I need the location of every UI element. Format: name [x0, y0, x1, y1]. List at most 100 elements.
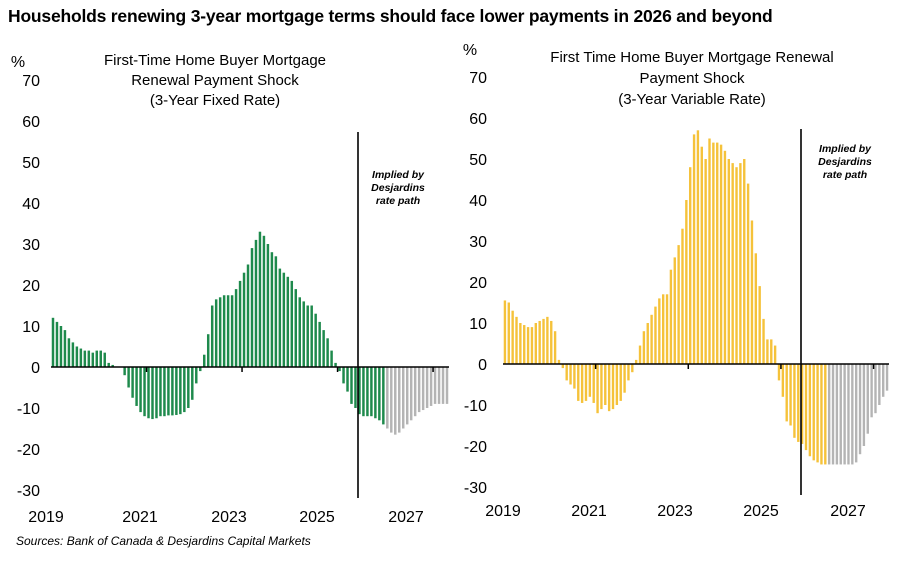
historical-bar [588, 364, 592, 397]
y-tick-label: 50 [22, 155, 40, 172]
historical-bar [230, 295, 234, 367]
historical-bar [519, 323, 522, 364]
historical-bar [135, 367, 138, 406]
forecast-bar [398, 367, 401, 433]
historical-bar [607, 364, 611, 412]
historical-bar [167, 367, 170, 416]
historical-bar [87, 350, 91, 367]
historical-bar [746, 183, 750, 364]
historical-bar [175, 367, 178, 415]
forecast-bar [409, 367, 413, 421]
historical-bar [712, 142, 715, 364]
historical-bar [362, 367, 365, 417]
historical-bar [743, 159, 746, 364]
historical-bar [634, 359, 638, 364]
x-tick-label: 2025 [299, 509, 335, 526]
historical-bar [294, 289, 298, 367]
historical-bar [250, 248, 254, 367]
historical-bar [218, 297, 222, 367]
x-tick-label: 2019 [485, 503, 521, 520]
historical-bar [631, 364, 634, 373]
historical-bar [766, 339, 769, 364]
historical-bar [573, 364, 576, 389]
historical-bar [808, 364, 812, 457]
historical-bar [326, 338, 329, 367]
historical-bar [750, 220, 754, 364]
historical-bar [258, 231, 262, 367]
forecast-bar [874, 364, 877, 414]
historical-bar [179, 367, 182, 415]
historical-bar [378, 367, 381, 421]
historical-bar [797, 364, 800, 442]
forecast-annotation-line: Implied by [819, 143, 872, 155]
forecast-bar [445, 367, 449, 404]
forecast-bar [878, 364, 881, 405]
historical-bar [604, 364, 607, 405]
historical-bar [75, 346, 79, 367]
x-tick-label: 2021 [122, 509, 158, 526]
historical-bar [681, 228, 684, 364]
historical-bar [638, 345, 642, 364]
y-tick-label: 70 [22, 73, 40, 90]
historical-bar [754, 253, 758, 364]
forecast-bar [441, 367, 445, 404]
historical-bar [79, 348, 83, 367]
historical-bar [553, 331, 557, 364]
historical-bar [270, 252, 274, 367]
historical-bar [234, 289, 238, 367]
historical-bar [689, 167, 692, 364]
historical-bar [665, 294, 669, 364]
forecast-bar [843, 364, 846, 465]
historical-bar [800, 364, 804, 444]
y-tick-label: 60 [469, 111, 487, 128]
chart-title-line: Renewal Payment Shock [131, 72, 299, 89]
historical-bar [139, 367, 142, 413]
historical-bar [95, 350, 99, 367]
historical-bar [338, 367, 341, 372]
historical-bar [143, 367, 146, 417]
historical-bar [350, 367, 353, 404]
historical-bar [159, 367, 162, 417]
panel-variable-rate: First Time Home Buyer Mortgage Renewal Pa… [463, 42, 889, 520]
historical-bar [569, 364, 572, 385]
forecast-bar [429, 367, 433, 406]
historical-bar [642, 331, 646, 364]
y-tick-label: 60 [22, 114, 40, 131]
historical-bar [816, 364, 819, 463]
figure-title: Households renewing 3-year mortgage term… [8, 6, 773, 26]
y-tick-label: 30 [22, 237, 40, 254]
historical-bar [735, 167, 738, 364]
forecast-annotation-line: Desjardins [818, 156, 872, 168]
historical-bar [685, 200, 688, 364]
y-tick-label: -20 [464, 439, 487, 456]
historical-bar [151, 367, 154, 420]
historical-bar [282, 272, 286, 367]
y-tick-label: 40 [22, 196, 40, 213]
historical-bar [812, 364, 815, 461]
historical-bar [804, 364, 808, 451]
historical-bar [183, 367, 186, 413]
forecast-bar [394, 367, 397, 435]
historical-bar [210, 305, 214, 367]
y-tick-label: 70 [469, 70, 487, 87]
historical-bar [611, 364, 615, 410]
historical-bar [147, 367, 150, 419]
historical-bar [346, 367, 349, 392]
forecast-bar [885, 364, 889, 391]
y-tick-label: 40 [469, 193, 487, 210]
historical-bar [773, 345, 777, 364]
historical-bar [63, 330, 67, 367]
historical-bar [619, 364, 622, 401]
historical-bar [789, 364, 792, 426]
historical-bar [238, 280, 242, 367]
forecast-bar [862, 364, 866, 446]
historical-bar [781, 364, 785, 397]
historical-bar [696, 130, 700, 364]
historical-bar [824, 364, 827, 465]
forecast-bar [847, 364, 850, 465]
historical-bar [677, 245, 680, 364]
historical-bar [298, 297, 301, 367]
historical-bar [758, 286, 761, 364]
